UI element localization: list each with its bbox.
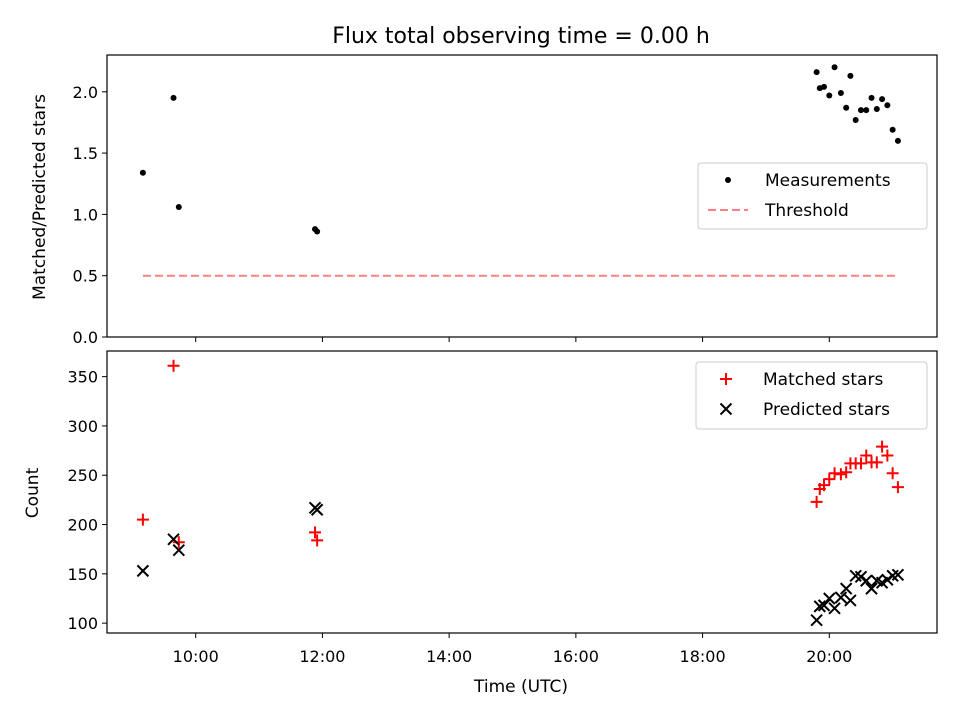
predicted-stars-point-9: [828, 602, 841, 615]
x-tick-label: 12:00: [299, 647, 345, 666]
predicted-stars-point-1: [167, 533, 180, 546]
y-tick-label: 100: [67, 614, 98, 633]
predicted-stars-point-2: [172, 543, 186, 557]
axes-frame-1: [106, 350, 938, 634]
matched-stars-point-8: [823, 473, 836, 486]
legend-box-0: [697, 162, 928, 230]
matched-stars-point-21: [891, 481, 904, 494]
matched-stars-point-20: [886, 467, 899, 480]
measurements-point-0: [139, 169, 146, 176]
axes-frame-0: [106, 54, 938, 338]
measurements-point-18: [879, 96, 886, 103]
matched-stars-point-19: [881, 449, 894, 462]
matched-stars-point-15: [860, 449, 873, 462]
measurements-point-11: [843, 104, 850, 111]
predicted-stars-point-5: [810, 613, 823, 627]
measurements-point-12: [847, 72, 854, 79]
x-tick-label: 16:00: [553, 647, 599, 666]
matched-stars-point-17: [870, 456, 883, 469]
matched-stars-point-1: [167, 359, 180, 372]
predicted-stars-point-7: [817, 599, 831, 612]
bottom-y-axis-label: Count: [23, 467, 43, 518]
predicted-stars-point-6: [813, 600, 826, 613]
x-axis-label: Time (UTC): [473, 677, 568, 697]
legend-marker-measurements: [725, 177, 731, 183]
legend-label-predicted-stars: Predicted stars: [763, 400, 890, 420]
measurements-point-13: [852, 116, 859, 123]
predicted-stars-point-11: [839, 582, 853, 595]
measurements-point-1: [170, 94, 177, 101]
y-tick-label: 300: [67, 417, 98, 436]
matched-stars-point-7: [818, 479, 831, 492]
predicted-stars-point-4: [310, 503, 324, 516]
matched-stars-point-0: [136, 513, 149, 526]
measurements-point-10: [837, 90, 844, 97]
legend-label-measurements: Measurements: [765, 171, 891, 191]
measurements-point-16: [868, 94, 875, 101]
y-tick-label: 0.5: [73, 267, 98, 286]
matched-stars-point-18: [876, 440, 889, 453]
predicted-stars-point-16: [865, 582, 878, 595]
measurements-point-21: [894, 137, 901, 144]
matched-stars-point-5: [810, 495, 823, 508]
legend-label-matched-stars: Matched stars: [763, 370, 883, 390]
measurements-point-5: [813, 69, 820, 76]
legend-marker-matched-stars: [720, 373, 732, 385]
top-chart-title: Flux total observing time = 0.00 h: [332, 24, 710, 49]
measurements-point-2: [175, 204, 182, 211]
top-plot-area: 0.0 0.5 1.0 1.5 2.0 Measurements Threshold: [73, 54, 938, 347]
matched-stars-point-10: [834, 468, 847, 481]
matched-stars-point-4: [311, 534, 324, 547]
x-tick-label: 14:00: [426, 647, 472, 666]
legend-box-1: [695, 361, 928, 430]
predicted-stars-point-10: [834, 591, 848, 604]
y-tick-label: 200: [67, 516, 98, 535]
measurements-point-14: [857, 107, 864, 114]
legend-label-threshold: Threshold: [764, 201, 849, 221]
y-tick-label: 0.0: [73, 328, 98, 347]
measurements-point-7: [821, 83, 828, 90]
measurements-point-4: [314, 228, 321, 235]
measurements-point-20: [889, 126, 896, 133]
predicted-stars-point-21: [891, 568, 905, 582]
predicted-stars-point-0: [136, 564, 150, 578]
measurements-point-9: [831, 64, 838, 71]
matched-stars-point-3: [309, 526, 322, 539]
predicted-stars-point-12: [844, 594, 857, 607]
matched-stars-point-14: [854, 457, 867, 470]
y-tick-label: 350: [67, 368, 98, 387]
matched-stars-point-11: [840, 466, 853, 479]
y-tick-label: 1.5: [73, 144, 98, 163]
y-tick-label: 2.0: [73, 83, 98, 102]
top-y-axis-label: Matched/Predicted stars: [30, 94, 50, 300]
x-tick-label: 10:00: [173, 647, 219, 666]
legend-marker-predicted-stars: [719, 402, 733, 416]
y-tick-label: 250: [67, 466, 98, 485]
measurements-point-8: [826, 92, 833, 99]
predicted-stars-point-15: [860, 574, 873, 587]
matched-stars-point-2: [172, 536, 185, 549]
predicted-stars-point-8: [823, 592, 836, 605]
measurements-point-19: [884, 102, 891, 109]
measurements-point-17: [873, 105, 880, 112]
x-tick-label: 20:00: [806, 647, 852, 666]
bottom-plot-area: 10:00 12:00 14:00 16:00 18:00 20:00 100 150 200 2…: [67, 350, 938, 666]
x-tick-label: 18:00: [680, 647, 726, 666]
y-tick-label: 150: [67, 565, 98, 584]
y-tick-label: 1.0: [73, 205, 98, 224]
measurements-point-15: [863, 107, 870, 114]
